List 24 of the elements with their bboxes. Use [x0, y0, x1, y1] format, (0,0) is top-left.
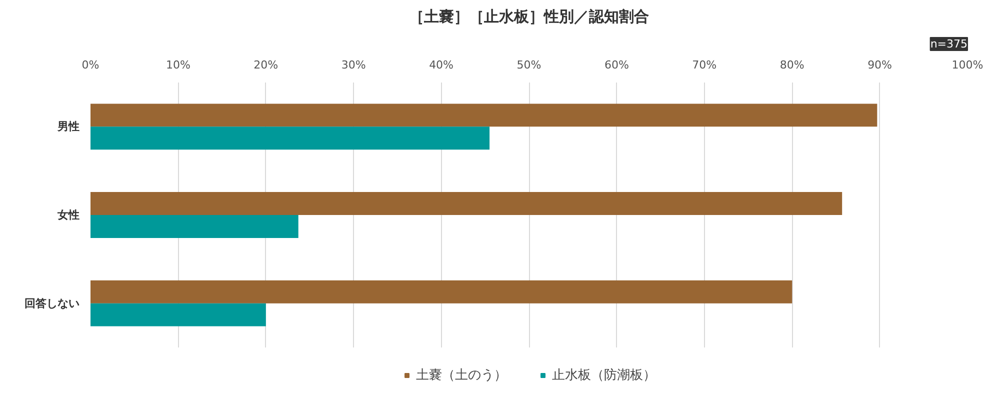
- legend-label: 土嚢（土のう）: [416, 367, 507, 384]
- bar: [90, 192, 842, 215]
- chart-title: ［土嚢］［止水板］性別／認知割合: [409, 8, 649, 26]
- legend-label: 止水板（防潮板）: [552, 367, 656, 384]
- bar: [90, 303, 266, 326]
- x-tick-label: 50%: [516, 58, 542, 72]
- bar: [90, 104, 878, 127]
- x-tick-label: 10%: [166, 58, 190, 72]
- x-tick-label: 90%: [868, 58, 892, 72]
- y-tick-label: 男性: [56, 120, 80, 134]
- y-tick-label: 回答しない: [24, 296, 80, 310]
- x-tick-label: 30%: [341, 58, 366, 72]
- text: n=375: [930, 38, 968, 50]
- y-tick-label: 女性: [56, 208, 80, 222]
- x-tick-label: 40%: [429, 58, 454, 72]
- bar: [90, 215, 298, 238]
- bar: [90, 126, 490, 150]
- x-tick-label: 100%: [952, 58, 984, 72]
- bar: [90, 280, 792, 304]
- x-tick-label: 0%: [82, 58, 100, 72]
- x-tick-label: 20%: [254, 58, 278, 72]
- x-tick-label: 80%: [780, 58, 804, 72]
- x-tick-label: 70%: [692, 58, 717, 72]
- x-tick-label: 60%: [604, 58, 629, 72]
